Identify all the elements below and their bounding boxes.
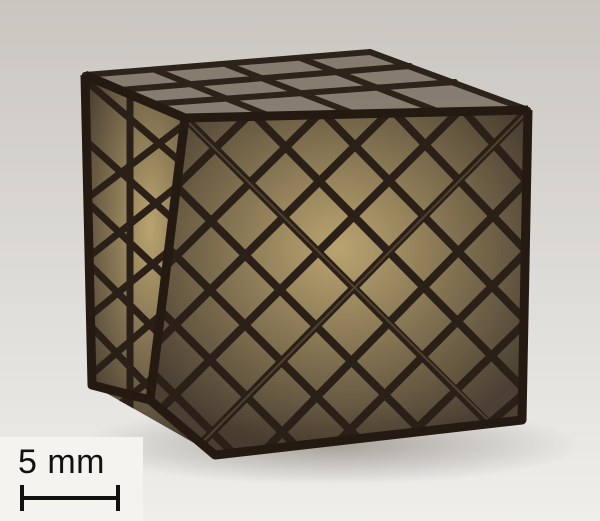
scale-bar-cap-right [116, 485, 120, 511]
scale-bar-cap-left [20, 485, 24, 511]
lattice-front-face [150, 110, 528, 455]
lattice-edges [80, 70, 533, 460]
scale-bar-line [20, 496, 120, 500]
scale-bar-panel: 5 mm [0, 437, 143, 521]
scale-bar [20, 485, 120, 511]
scale-bar-label: 5 mm [18, 443, 105, 481]
